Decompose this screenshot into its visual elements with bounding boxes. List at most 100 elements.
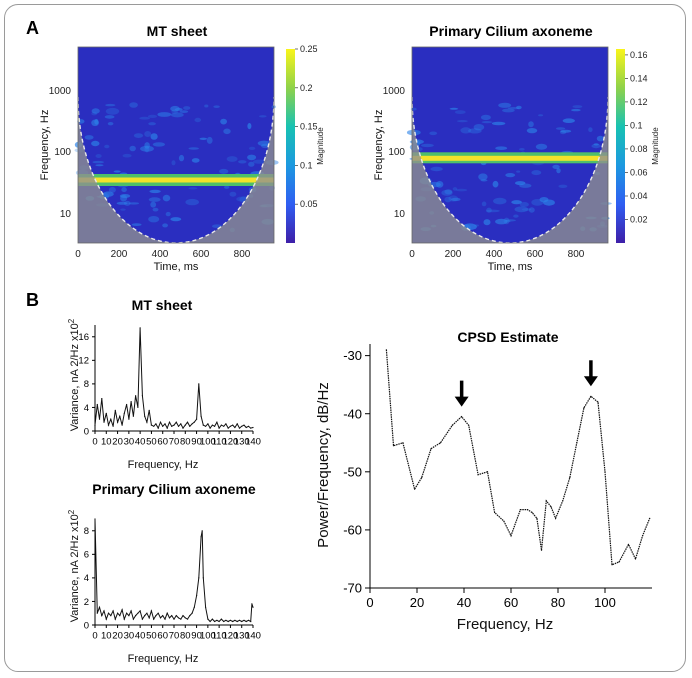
data-point [218,427,220,429]
scalogram-ripple [165,211,171,217]
data-point [110,615,112,617]
colorbar-tick-label: 0.1 [300,160,313,170]
x-tick-label: 800 [234,249,251,260]
data-point [421,477,423,479]
data-point [229,425,231,427]
data-point [468,424,470,426]
y-tick-label: 1000 [49,86,72,97]
x-tick-label: 200 [445,249,462,260]
y-tick-label: 100 [54,147,71,158]
x-tick-label: 50 [146,437,157,448]
data-point [177,617,180,619]
scalogram-x-ticks: 0 200 400 600 800 [409,249,585,260]
y-tick-label: -60 [343,522,362,537]
scalogram-ripple [562,118,575,123]
data-point [103,421,105,423]
x-tick-label: 20 [112,631,123,642]
x-tick-label: 600 [527,249,544,260]
y-tick-label: -40 [343,406,362,421]
data-point [642,535,644,537]
data-point [211,424,213,426]
scalogram-ripple [560,129,572,133]
scalogram-ripple [129,145,136,152]
scalogram-ripple [528,207,535,213]
data-point [241,620,243,623]
colorbar-tick-label: 0.16 [630,50,648,60]
scalogram-ripple [219,168,229,174]
x-tick-label: 10 [101,631,112,642]
data-point [166,427,168,429]
scalogram-ripple [493,197,507,205]
data-point [216,421,218,423]
scalogram-ripple [133,133,144,139]
data-point [184,424,186,426]
y-tick-label: -30 [343,348,362,363]
scalogram-mt-sheet: MT sheet 1000 100 10 0 200 400 600 800 T… [39,23,325,273]
scalogram-ripple [104,144,110,149]
data-point [205,606,207,608]
data-point [200,415,202,417]
data-point [128,418,130,420]
peak-arrow-head [583,376,598,387]
scalogram-ripple [535,143,548,150]
x-tick-label: 40 [135,437,146,448]
y-tick-label: 16 [78,332,89,343]
y-tick-label: -50 [343,464,362,479]
data-point [180,423,182,425]
data-point [526,509,529,511]
figure-frame [4,4,686,672]
scalogram-ripple [119,194,131,198]
scalogram-ripple [473,124,485,131]
data-point [202,424,204,426]
y-axis-label: Variance, nA 2/Hz x102 [67,318,81,431]
data-point [180,618,182,620]
data-point [105,412,107,414]
x-tick-label: 600 [193,249,210,260]
scalogram-x-ticks: 0 200 400 600 800 [75,249,251,260]
scalogram-ripple [495,218,508,225]
cone-of-influence-line [77,96,275,244]
scalogram-ripple [441,189,453,196]
scalogram-ripple [452,187,458,191]
x-tick-label: 130 [234,437,250,448]
data-point [477,474,479,476]
data-point [618,561,620,563]
data-point [503,520,505,522]
data-point [211,618,213,620]
scalogram-ripple [223,128,231,135]
scalogram-ripple [481,121,493,124]
scalogram-band-peak [412,155,608,161]
data-point [430,448,432,450]
y-axis-label-exponent: 2 [67,318,76,323]
y-axis-label: Power/Frequency, dB/Hz [315,382,332,548]
scalogram-border [411,46,609,244]
data-point [132,415,134,417]
data-point [144,415,146,417]
data-point [166,612,168,614]
data-point [135,395,137,397]
data-point [251,603,253,605]
cone-of-influence-shade [412,97,608,243]
spectrum-mt-sheet: MT sheet Frequency, Hz Variance, nA 2/Hz… [67,297,261,471]
data-point [186,421,189,423]
y-tick-label: 6 [84,550,89,561]
scalogram-ripple [148,216,160,223]
data-point [569,477,571,479]
scalogram-ripple [91,108,100,114]
scalogram-ripple [454,110,466,114]
scalogram-band-peak [78,177,274,183]
data-point [148,617,150,619]
data-point [144,615,146,617]
cone-of-influence-shade [78,97,274,243]
data-point [201,530,203,532]
scalogram-ripple [247,123,252,130]
scalogram-ripple [191,158,200,163]
data-point [196,595,198,597]
scalogram-ripple [104,115,115,119]
data-point [105,618,107,620]
data-point [164,618,166,620]
scalogram-ripple [105,107,120,115]
scalogram-ripple [502,108,515,113]
colorbar-tick-label: 0.2 [300,83,313,93]
x-tick-label: 40 [135,631,146,642]
